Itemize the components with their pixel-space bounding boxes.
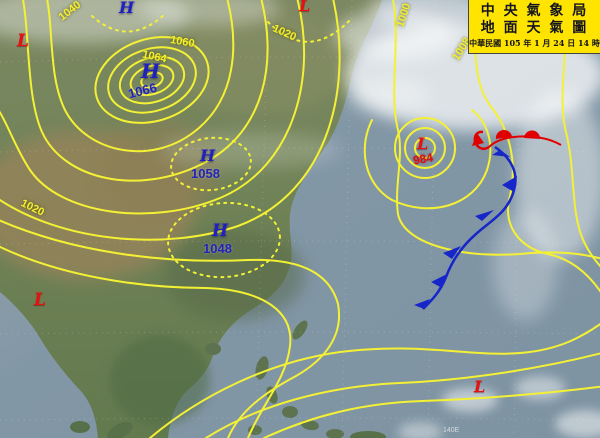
dotted-isobars: [91, 13, 350, 279]
pressure-value-984: 984: [411, 150, 435, 168]
pressure-value-1048: 1048: [203, 241, 232, 256]
warm-front-semicircle: [495, 129, 512, 139]
front-pennant: [472, 133, 484, 146]
hainan-island: [205, 343, 221, 355]
warm-front: [472, 129, 562, 150]
low-symbol-northwest: L: [17, 31, 29, 51]
map-datetime: 中華民國 105 年 1 月 24 日 14 時: [469, 38, 600, 48]
high-symbol-north: H: [119, 0, 135, 17]
indochina-terrain: [110, 335, 210, 425]
low-symbol-southeast: L: [474, 377, 486, 396]
cold-front: [414, 145, 517, 310]
low-symbol-pacific: L: [417, 134, 429, 153]
low-symbol-bengal: L: [34, 290, 46, 310]
high-symbol-siberian: H: [141, 59, 160, 83]
cold-front-triangles: [414, 150, 517, 309]
low-symbol-northcenter: L: [299, 0, 311, 15]
pressure-value-1058: 1058: [191, 166, 220, 181]
malay-islands: [70, 421, 386, 438]
map-type: 地 面 天 氣 圖: [480, 20, 589, 36]
warm-front-semicircle: [524, 130, 541, 139]
longitude-label-140e: 140E: [443, 427, 460, 434]
title-box: 中 央 氣 象 局 地 面 天 氣 圖 中華民國 105 年 1 月 24 日 …: [468, 0, 600, 54]
agency-name: 中 央 氣 象 局: [480, 3, 589, 19]
high-symbol-south: H: [212, 221, 229, 241]
north-china-terrain: [170, 5, 350, 115]
high-symbol-central: H: [200, 146, 216, 165]
land-china-indochina: [0, 0, 386, 438]
taiwan-island: [292, 320, 308, 340]
